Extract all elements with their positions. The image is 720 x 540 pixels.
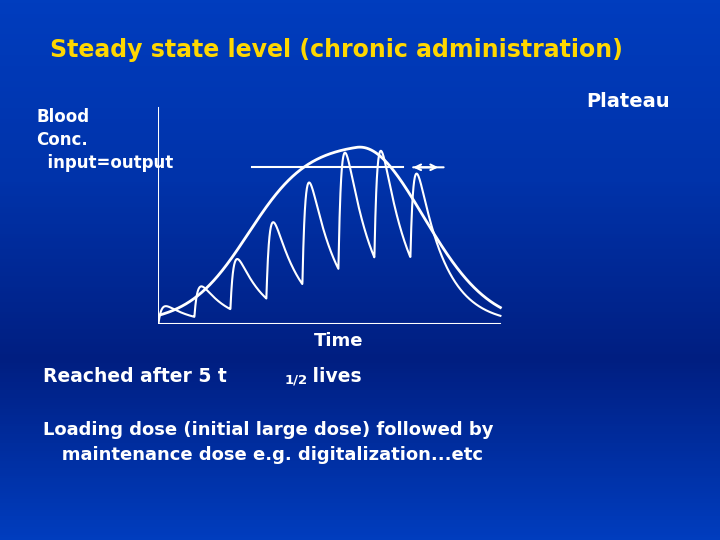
Text: Time: Time [314,332,363,350]
Text: Blood
Conc.
  input=output: Blood Conc. input=output [36,108,174,172]
Text: 1/2: 1/2 [284,374,307,387]
Text: Reached after 5 t: Reached after 5 t [43,367,227,386]
Text: lives: lives [306,367,361,386]
Text: Plateau: Plateau [586,92,670,111]
Text: Steady state level (chronic administration): Steady state level (chronic administrati… [50,38,624,62]
Text: Loading dose (initial large dose) followed by
   maintenance dose e.g. digitaliz: Loading dose (initial large dose) follow… [43,421,494,464]
